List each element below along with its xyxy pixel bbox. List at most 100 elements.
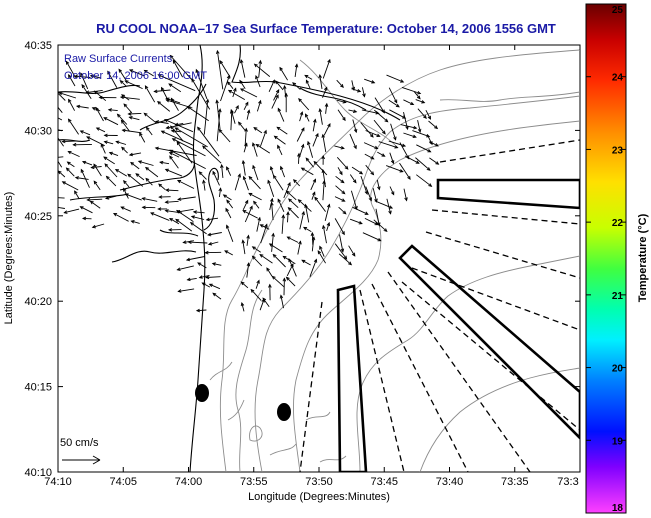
current-vector [399, 142, 410, 159]
current-vector-head [161, 86, 165, 91]
current-vector [312, 133, 319, 147]
current-vector [218, 188, 222, 198]
colorbar-tick-label: 18 [612, 503, 624, 514]
x-tick-label: 73:55 [240, 476, 268, 488]
current-vector-head [137, 160, 142, 164]
current-vector [269, 243, 283, 253]
current-vector-head [404, 197, 408, 202]
current-vector-head [141, 205, 146, 210]
current-vector [130, 162, 140, 170]
current-vector [107, 71, 118, 88]
current-vector [103, 117, 119, 126]
current-vector-head [107, 70, 111, 75]
current-vector-head [130, 161, 135, 166]
current-vector-head [250, 288, 255, 293]
current-vector [208, 241, 219, 245]
x-axis: 74:10 74:05 74:00 73:55 73:50 73:45 73:40 73:35… [44, 45, 581, 488]
current-vector-head [169, 155, 173, 160]
current-vector-head [79, 206, 84, 210]
current-vector-head [253, 200, 257, 205]
current-vector [150, 212, 170, 221]
current-vector-head [285, 190, 290, 195]
current-vector [376, 179, 380, 190]
current-vector-head [130, 220, 135, 224]
current-vector [377, 151, 385, 157]
current-vector-head [118, 68, 123, 73]
current-vector-head [279, 66, 283, 71]
current-vector [416, 144, 431, 153]
current-vector [95, 107, 104, 122]
current-vector [58, 160, 63, 168]
current-vector [155, 121, 169, 124]
current-vector-head [339, 171, 343, 176]
current-vector [157, 101, 171, 112]
current-vector-head [227, 81, 231, 86]
current-vector-head [429, 141, 433, 146]
current-vector-head [270, 201, 274, 206]
current-vector [373, 219, 388, 232]
current-vector-head [273, 135, 278, 140]
current-vector-head [244, 127, 248, 132]
current-vector-head [410, 101, 415, 106]
current-vector [203, 180, 206, 191]
current-vector [273, 175, 284, 191]
current-vector-head [244, 199, 249, 204]
current-vector-head [321, 224, 326, 230]
current-vector [274, 135, 286, 145]
current-vector-head [287, 206, 292, 211]
current-vector [307, 141, 314, 158]
current-vector-head [169, 217, 174, 222]
current-vector [113, 213, 129, 222]
current-vector-head [255, 143, 260, 148]
current-vector [169, 149, 206, 170]
current-vector-head [305, 157, 310, 162]
current-vector-head [198, 171, 203, 176]
current-vector-head [168, 83, 173, 88]
current-vector [268, 80, 275, 92]
current-vector-head [116, 113, 121, 118]
current-vector [280, 295, 284, 309]
current-vector-head [191, 78, 195, 83]
current-vector [212, 263, 222, 266]
current-vector-head [282, 84, 287, 90]
current-vector-head [85, 90, 90, 95]
current-vector [413, 91, 421, 99]
current-vector [224, 250, 234, 256]
current-vector-head [144, 85, 149, 90]
current-vector [76, 105, 89, 109]
current-vector-head [370, 156, 375, 160]
current-vector-head [119, 95, 125, 100]
current-vector-head [256, 279, 260, 284]
current-vector-head [123, 180, 127, 185]
current-vector-head [120, 206, 125, 210]
survey-box-south [336, 284, 368, 472]
current-vector [232, 88, 237, 98]
current-vector-head [239, 59, 244, 64]
current-vector-head [400, 79, 405, 83]
current-vector-head [351, 252, 356, 257]
current-vector-head [413, 125, 418, 130]
current-vector [226, 166, 232, 176]
current-vector-head [141, 197, 146, 201]
x-axis-label: Longitude (Degrees:Minutes) [248, 491, 390, 503]
current-vector [348, 109, 357, 113]
y-tick-label: 40:20 [24, 296, 52, 308]
current-vector [403, 188, 408, 201]
current-vector [100, 144, 106, 154]
colorbar-tick-label: 22 [612, 218, 624, 229]
current-vector-head [348, 261, 353, 266]
current-vector [271, 202, 274, 221]
current-vector [244, 128, 247, 147]
current-vector [389, 186, 395, 195]
current-vector [120, 80, 127, 87]
current-vector [206, 276, 221, 278]
current-vector-head [53, 156, 56, 159]
current-vector [197, 262, 207, 269]
current-vector [191, 78, 211, 110]
current-vector-head [164, 209, 169, 213]
current-vector-head [103, 156, 108, 161]
x-tick-label: 74:10 [44, 476, 72, 488]
current-vector-head [313, 258, 318, 263]
current-vector-head [342, 117, 346, 122]
current-vector-head [177, 289, 182, 293]
